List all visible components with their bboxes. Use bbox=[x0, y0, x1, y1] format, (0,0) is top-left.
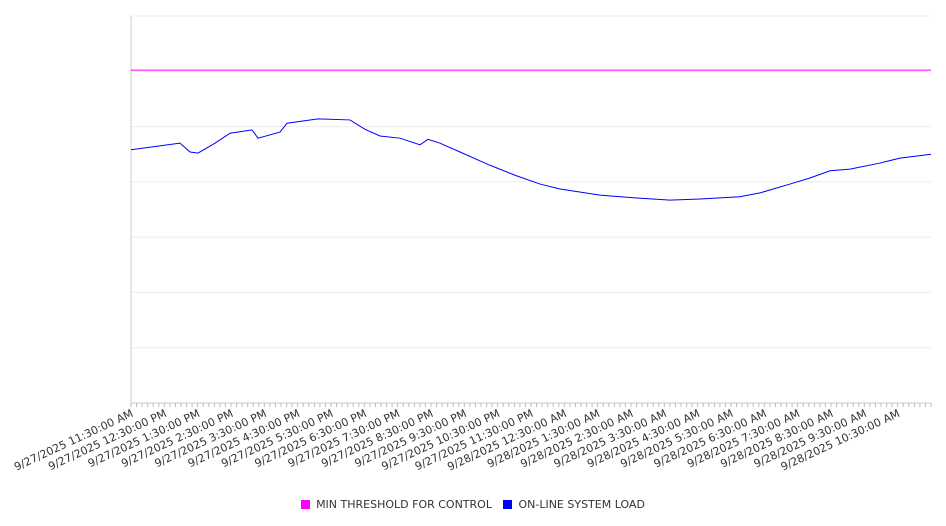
series-line-load bbox=[130, 118, 932, 201]
legend-swatch-load bbox=[503, 500, 513, 509]
legend: MIN THRESHOLD FOR CONTROL ON-LINE SYSTEM… bbox=[0, 498, 946, 512]
line-chart: 9/27/2025 11:30:00 AM9/27/2025 12:30:00 … bbox=[12, 15, 932, 474]
legend-label-load: ON-LINE SYSTEM LOAD bbox=[518, 498, 645, 511]
legend-label-threshold: MIN THRESHOLD FOR CONTROL bbox=[316, 498, 492, 511]
legend-item-threshold[interactable]: MIN THRESHOLD FOR CONTROL bbox=[301, 498, 492, 511]
legend-item-load[interactable]: ON-LINE SYSTEM LOAD bbox=[503, 498, 645, 511]
legend-swatch-threshold bbox=[301, 500, 311, 509]
